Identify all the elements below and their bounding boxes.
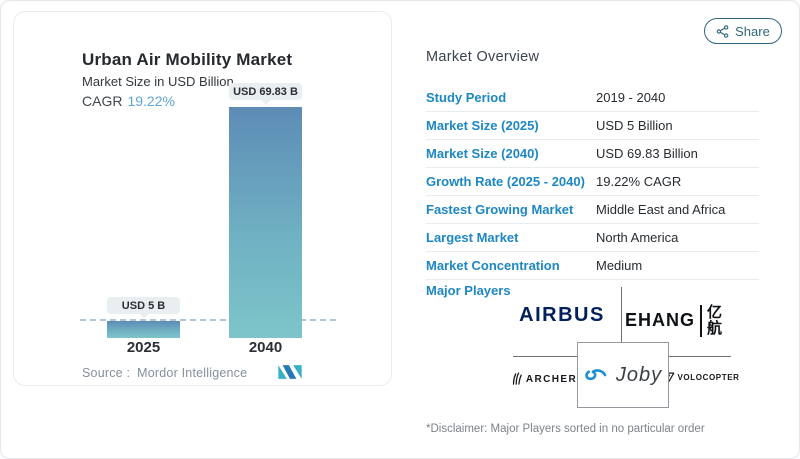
table-row: Market Size (2025) USD 5 Billion (426, 112, 759, 140)
ehang-logo-latin: EHANG (625, 310, 696, 331)
row-label: Largest Market (426, 230, 519, 245)
chart-bar (229, 107, 302, 338)
table-row: Fastest Growing Market Middle East and Af… (426, 196, 759, 224)
bar-category-label: 2025 (126, 339, 161, 356)
logo-divider-horizontal-left (513, 356, 577, 357)
major-players-logos: AIRBUS EHANG 亿航 Joby ARCHER (491, 284, 781, 409)
overview-table: Study Period 2019 - 2040 Market Size (2025… (426, 84, 759, 280)
row-label: Study Period (426, 90, 507, 105)
table-row: Study Period 2019 - 2040 (426, 84, 759, 112)
cagr-value: 19.22% (127, 93, 175, 109)
mordor-intelligence-logo-icon (278, 363, 302, 386)
row-label: Market Size (2025) (426, 118, 539, 133)
row-value: 2019 - 2040 (596, 90, 666, 105)
overview-heading: Market Overview (426, 49, 540, 65)
cagr-label: CAGR (82, 93, 123, 109)
bar-value-pill: USD 69.83 B (229, 83, 302, 100)
volocopter-logo: VOLOCOPTER (663, 371, 739, 383)
table-row: Growth Rate (2025 - 2040) 19.22% CAGR (426, 168, 759, 196)
row-value: Middle East and Africa (596, 202, 726, 217)
joby-logo: Joby (577, 342, 669, 408)
row-value: Medium (596, 258, 643, 273)
volocopter-logo-text: VOLOCOPTER (677, 372, 740, 382)
market-size-chart-card: Urban Air Mobility Market Market Size in… (13, 11, 392, 386)
chart-subtitle: Market Size in USD Billion (82, 74, 234, 89)
source-line: Source : Mordor Intelligence (82, 366, 247, 380)
row-value: North America (596, 230, 679, 245)
chart-title: Urban Air Mobility Market (82, 50, 293, 69)
airbus-logo: AIRBUS (519, 304, 605, 326)
bar-value-pill: USD 5 B (107, 297, 180, 314)
source-value: Mordor Intelligence (137, 366, 248, 380)
source-label: Source : (82, 366, 131, 380)
row-value: 19.22% CAGR (596, 174, 682, 189)
row-label: Growth Rate (2025 - 2040) (426, 174, 585, 189)
baseline-dashed-line (80, 319, 336, 321)
bar-group-2025: USD 5 B 2025 (107, 12, 180, 385)
chart-bar (107, 321, 180, 338)
table-row: Market Size (2040) USD 69.83 Billion (426, 140, 759, 168)
logo-divider-vertical (621, 287, 622, 342)
archer-logo: ARCHER (509, 371, 579, 387)
ehang-logo: EHANG 亿航 (625, 305, 737, 337)
share-button[interactable]: Share (704, 18, 782, 44)
ehang-logo-cjk: 亿航 (700, 305, 737, 337)
row-label: Fastest Growing Market (426, 202, 574, 217)
major-players-label: Major Players (426, 283, 511, 298)
joby-bird-icon (584, 366, 612, 385)
chart-cagr-line: CAGR 19.22% (82, 93, 175, 109)
row-value: USD 5 Billion (596, 118, 673, 133)
table-row: Market Concentration Medium (426, 252, 759, 280)
archer-logo-text: ARCHER (525, 373, 578, 385)
joby-logo-text: Joby (615, 363, 663, 386)
archer-feather-icon (511, 371, 522, 387)
share-icon (716, 24, 729, 38)
row-label: Market Concentration (426, 258, 560, 273)
row-label: Market Size (2040) (426, 146, 539, 161)
bar-group-2040: USD 69.83 B 2040 (229, 12, 302, 385)
disclaimer-text: *Disclaimer: Major Players sorted in no … (426, 423, 705, 435)
logo-divider-horizontal-right (669, 356, 731, 357)
bar-category-label: 2040 (248, 339, 283, 356)
share-label: Share (735, 23, 770, 39)
row-value: USD 69.83 Billion (596, 146, 698, 161)
table-row: Largest Market North America (426, 224, 759, 252)
